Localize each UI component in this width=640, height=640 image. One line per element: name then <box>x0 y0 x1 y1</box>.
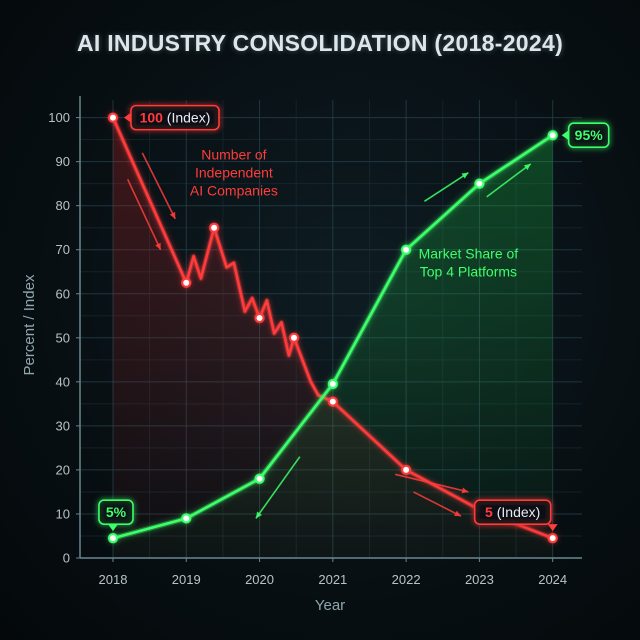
data-markers <box>107 112 559 544</box>
trend-arrow-head <box>461 172 469 179</box>
series-label-line: Independent <box>195 164 273 180</box>
y-tick-label: 60 <box>56 286 70 301</box>
callout-text: 5% <box>106 504 127 520</box>
callout-box: 5 (Index) <box>473 499 558 532</box>
trend-arrow <box>255 456 301 519</box>
trend-arrow-head <box>255 511 263 519</box>
series-area-1 <box>113 117 553 558</box>
data-point <box>547 130 558 141</box>
data-point <box>181 513 192 524</box>
x-tick-label: 2019 <box>172 572 201 587</box>
series-area-fills <box>113 117 553 558</box>
callout-value: 95% <box>575 127 604 143</box>
y-tick-label: 100 <box>48 110 70 125</box>
annotations: 100 (Index)5 (Index)5%95% <box>98 104 610 532</box>
x-tick-label: 2024 <box>538 572 567 587</box>
tick-labels: 0 10 20 30 40 50 60 70 80 90 100 2018 2019 2020 2021 20… <box>48 110 567 587</box>
series-area-2 <box>113 135 553 558</box>
x-tick-label: 2020 <box>245 572 274 587</box>
y-axis-label: Percent / Index <box>21 274 38 375</box>
trend-arrow-head <box>523 163 531 171</box>
callout-pointer <box>547 524 558 532</box>
trend-arrow <box>394 473 469 493</box>
data-point <box>209 222 220 233</box>
y-tick-label: 20 <box>56 462 70 477</box>
y-tick-label: 30 <box>56 418 70 433</box>
trend-arrow <box>126 178 162 251</box>
callout-text: 100 (Index) <box>140 110 211 126</box>
x-tick-label: 2022 <box>392 572 421 587</box>
x-axis-label: Year <box>315 597 345 614</box>
y-tick-label: 80 <box>56 198 70 213</box>
series-label-line: Top 4 Platforms <box>420 264 517 280</box>
y-tick-label: 0 <box>63 551 70 566</box>
y-tick-label: 50 <box>56 330 70 345</box>
data-point <box>474 178 485 189</box>
y-tick-label: 70 <box>56 242 70 257</box>
trend-arrow <box>141 152 176 220</box>
callout-box: 100 (Index) <box>123 104 220 131</box>
trend-arrow-head <box>169 211 176 219</box>
callout-text: 5 (Index) <box>485 504 540 520</box>
y-tick-label: 40 <box>56 374 70 389</box>
callout-pointer <box>561 130 569 141</box>
series-label-line: Number of <box>201 146 266 162</box>
callout-pointer <box>123 112 131 123</box>
series-label-line: AI Companies <box>190 182 278 198</box>
trend-arrow <box>413 491 462 517</box>
data-point <box>254 312 265 323</box>
trend-arrow-head <box>454 510 462 517</box>
callout-value: 100 <box>140 110 164 126</box>
x-tick-label: 2023 <box>465 572 494 587</box>
data-point <box>107 533 118 544</box>
callout-box: 95% <box>561 122 610 149</box>
data-point <box>327 396 338 407</box>
callout-text: 95% <box>575 127 604 143</box>
callout-border <box>473 499 552 525</box>
y-tick-label: 90 <box>56 154 70 169</box>
y-tick-label: 10 <box>56 506 70 521</box>
data-point <box>547 533 558 544</box>
data-point <box>107 112 118 123</box>
callout-pointer <box>107 524 118 532</box>
series-label-1: Number of Independent AI Companies <box>190 146 278 198</box>
x-tick-label: 2021 <box>318 572 347 587</box>
data-point <box>288 332 299 343</box>
series-label-2: Market Share of Top 4 Platforms <box>419 246 519 280</box>
data-point <box>401 464 412 475</box>
axes <box>79 96 582 559</box>
data-point <box>181 277 192 288</box>
trend-arrow-head <box>461 487 469 494</box>
callout-unit: (Index) <box>493 504 540 520</box>
trend-arrow-head <box>155 242 161 250</box>
series-label-line: Market Share of <box>419 246 519 262</box>
callout-value: 5 <box>485 504 493 520</box>
trend-arrow <box>424 171 469 202</box>
callout-unit: (Index) <box>163 110 210 126</box>
callout-box: 5% <box>98 499 134 532</box>
trend-arrow <box>486 163 532 198</box>
data-point <box>401 244 412 255</box>
callout-value: 5% <box>106 504 127 520</box>
data-point <box>327 379 338 390</box>
series-labels: Number of Independent AI Companies Market S… <box>126 146 532 519</box>
chart-title: AI INDUSTRY CONSOLIDATION (2018-2024) <box>76 30 564 56</box>
x-tick-label: 2018 <box>99 572 128 587</box>
data-point <box>254 473 265 484</box>
